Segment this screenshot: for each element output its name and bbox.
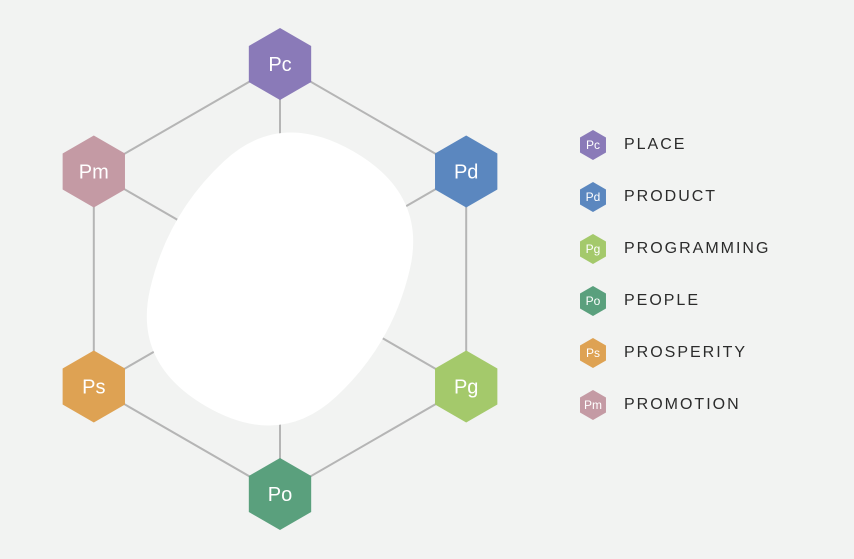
legend: PcPLACEPdPRODUCTPgPROGRAMMINGPoPEOPLEPsP…: [580, 130, 770, 442]
legend-hex-pg: Pg: [580, 234, 606, 264]
legend-label-pg: PROGRAMMING: [624, 240, 770, 258]
legend-label-pc: PLACE: [624, 136, 686, 154]
node-label-po: Po: [268, 484, 292, 506]
legend-abbr-ps: Ps: [586, 346, 600, 360]
legend-hex-ps: Ps: [580, 338, 606, 368]
node-label-pm: Pm: [79, 162, 109, 184]
legend-hex-pc: Pc: [580, 130, 606, 160]
legend-item-ps: Ps PROSPERITY: [580, 338, 770, 368]
legend-abbr-pm: Pm: [584, 398, 602, 412]
legend-item-pd: Pd PRODUCT: [580, 182, 770, 212]
legend-abbr-pg: Pg: [586, 242, 601, 256]
node-label-pd: Pd: [454, 162, 478, 184]
legend-abbr-pd: Pd: [586, 190, 601, 204]
legend-item-po: Po PEOPLE: [580, 286, 770, 316]
legend-item-pc: Pc PLACE: [580, 130, 770, 160]
node-label-pc: Pc: [268, 54, 291, 76]
legend-abbr-po: Po: [586, 294, 601, 308]
legend-label-pd: PRODUCT: [624, 188, 717, 206]
legend-item-pg: Pg PROGRAMMING: [580, 234, 770, 264]
diagram-canvas: Pc Pd Pg Po Ps Pm Pc PLACE Pd PRODUCT Pg PROGRAMMI…: [0, 0, 854, 559]
legend-label-po: PEOPLE: [624, 292, 700, 310]
legend-label-ps: PROSPERITY: [624, 344, 747, 362]
legend-hex-pd: Pd: [580, 182, 606, 212]
legend-hex-pm: Pm: [580, 390, 606, 420]
legend-abbr-pc: Pc: [586, 138, 600, 152]
node-label-ps: Ps: [82, 377, 105, 399]
radar-blob: [147, 132, 413, 425]
legend-label-pm: PROMOTION: [624, 396, 741, 414]
legend-item-pm: Pm PROMOTION: [580, 390, 770, 420]
legend-hex-po: Po: [580, 286, 606, 316]
node-label-pg: Pg: [454, 377, 478, 399]
